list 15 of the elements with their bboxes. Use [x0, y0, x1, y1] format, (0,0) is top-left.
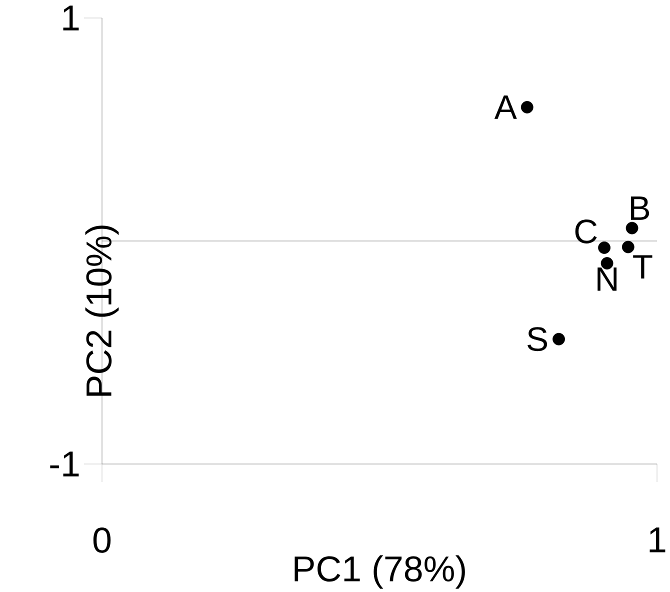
point	[626, 222, 638, 234]
point	[598, 241, 610, 254]
y-axis-title: PC2 (10%)	[85, 226, 119, 396]
point	[520, 100, 534, 114]
point	[622, 240, 634, 254]
point	[552, 332, 565, 346]
y-tick-label: -1	[50, 452, 79, 476]
x-tick-label: 0	[93, 528, 111, 553]
annotation: C	[575, 220, 597, 244]
x-axis-title: PC1 (78%)	[294, 555, 465, 589]
annotation: B	[631, 196, 650, 220]
annotation: N	[598, 267, 617, 291]
annotation: S	[528, 327, 548, 352]
annotation: T	[633, 255, 652, 279]
annotation: A	[494, 96, 517, 119]
